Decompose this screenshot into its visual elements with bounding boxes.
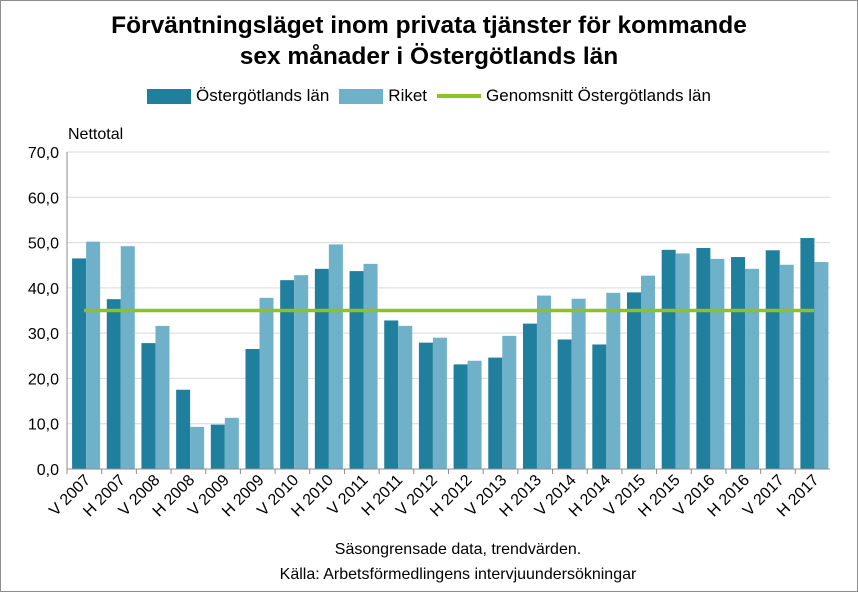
legend-item-ostergotland: Östergötlands län (147, 86, 329, 106)
bar-riket (294, 275, 309, 469)
bar-ostergotland (765, 250, 780, 469)
bar-ostergotland (522, 323, 537, 469)
bar-riket (502, 335, 517, 469)
bar-ostergotland (106, 299, 121, 469)
y-tick-label: 20,0 (28, 371, 59, 388)
y-tick-label: 40,0 (28, 281, 59, 298)
bar-riket (155, 325, 170, 469)
bar-ostergotland (280, 280, 295, 469)
bar-ostergotland (800, 238, 815, 469)
bar-riket (814, 262, 829, 469)
legend-item-average: Genomsnitt Östergötlands län (437, 86, 711, 106)
bar-ostergotland (210, 424, 225, 469)
y-tick-label: 50,0 (28, 236, 59, 253)
bar-ostergotland (349, 271, 364, 469)
bar-riket (432, 337, 447, 469)
bar-riket (467, 360, 482, 469)
bar-ostergotland (384, 320, 399, 469)
chart-title-line-1: Förväntningsläget inom privata tjänster … (111, 12, 747, 39)
bar-ostergotland (176, 389, 191, 469)
y-tick-label: 0,0 (37, 462, 59, 479)
bar-ostergotland (141, 343, 156, 469)
chart-title-line-2: sex månader i Östergötlands län (239, 43, 619, 70)
y-axis-label: Nettotal (68, 126, 124, 143)
bar-riket (571, 298, 586, 469)
bar-ostergotland (453, 364, 468, 469)
legend-label-riket: Riket (388, 86, 428, 105)
y-tick-label: 60,0 (28, 190, 59, 207)
bar-ostergotland (661, 249, 676, 469)
bar-ostergotland (627, 292, 641, 469)
legend-item-riket: Riket (339, 86, 427, 106)
legend-swatch-riket (339, 88, 384, 104)
bar-ostergotland (314, 268, 329, 469)
bar-ostergotland (557, 339, 572, 469)
footnote-source: Källa: Arbetsförmedlingens intervjuunder… (279, 566, 637, 583)
legend: Östergötlands län Riket Genomsnitt Öster… (0, 86, 858, 106)
y-tick-label: 70,0 (28, 145, 59, 162)
bar-ostergotland (418, 342, 433, 469)
bar-riket (398, 325, 413, 469)
bar-ostergotland (592, 344, 607, 469)
bar-riket (745, 268, 760, 469)
bar-riket (224, 417, 239, 469)
bar-riket (190, 426, 205, 469)
bar-riket (328, 244, 343, 469)
footnote-data-note: Säsongrensade data, trendvärden. (334, 541, 582, 558)
bar-ostergotland (731, 257, 746, 469)
bar-riket (606, 292, 621, 469)
bar-ostergotland (245, 348, 260, 469)
bar-ostergotland (488, 357, 503, 469)
chart-title: Förväntningsläget inom privata tjänster … (0, 10, 858, 72)
bar-riket (710, 258, 725, 469)
bar-riket (363, 263, 378, 469)
bar-riket (675, 253, 690, 469)
bar-riket (641, 275, 655, 469)
bar-riket (259, 297, 274, 469)
legend-label-average: Genomsnitt Östergötlands län (486, 86, 711, 105)
bar-riket (536, 295, 551, 469)
bar-riket (120, 246, 135, 469)
y-tick-label: 30,0 (28, 326, 59, 343)
legend-swatch-ostergotland (147, 88, 192, 104)
legend-label-ostergotland: Östergötlands län (196, 86, 330, 105)
y-tick-label: 10,0 (28, 417, 59, 434)
bar-riket (779, 264, 794, 469)
legend-swatch-average (437, 94, 482, 98)
bar-ostergotland (72, 258, 87, 469)
bar-ostergotland (696, 248, 711, 469)
bar-riket (86, 241, 101, 469)
